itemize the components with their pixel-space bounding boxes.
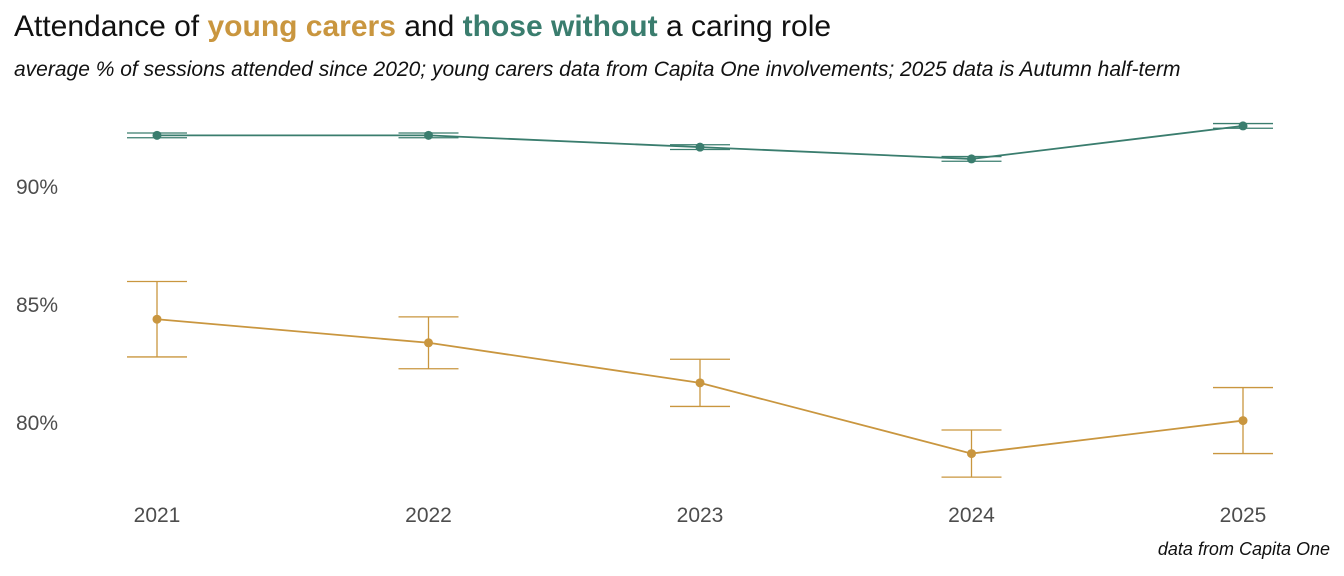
those-without-point — [424, 130, 433, 140]
young-carers-point — [695, 378, 705, 388]
young-carers-point — [424, 338, 433, 348]
young-carers-point — [1238, 416, 1248, 426]
title-highlight-those-without: those without — [462, 10, 658, 43]
title-highlight-young-carers: young carers — [207, 10, 396, 43]
those-without-point — [695, 142, 705, 152]
chart-title: Attendance of young carers and those wit… — [14, 10, 831, 44]
y-tick-label: 80% — [16, 412, 58, 435]
those-without-point — [152, 130, 162, 140]
x-tick-label: 2024 — [948, 504, 995, 527]
title-suffix: a caring role — [657, 10, 832, 43]
y-tick-label: 85% — [16, 294, 58, 317]
chart-caption: data from Capita One — [1157, 539, 1330, 559]
those-without-point — [1238, 121, 1248, 131]
title-prefix: Attendance of — [14, 10, 208, 43]
young-carers-point — [967, 449, 976, 459]
y-tick-label: 90% — [16, 176, 58, 199]
young-carers-point — [152, 314, 162, 324]
x-tick-label: 2025 — [1220, 504, 1267, 527]
those-without-line — [157, 125, 1244, 160]
x-tick-label: 2023 — [677, 504, 724, 527]
x-tick-label: 2022 — [405, 504, 452, 527]
x-tick-label: 2021 — [134, 504, 181, 527]
chart-subtitle: average % of sessions attended since 202… — [14, 58, 1181, 81]
those-without-point — [967, 154, 976, 164]
title-middle: and — [395, 10, 463, 43]
